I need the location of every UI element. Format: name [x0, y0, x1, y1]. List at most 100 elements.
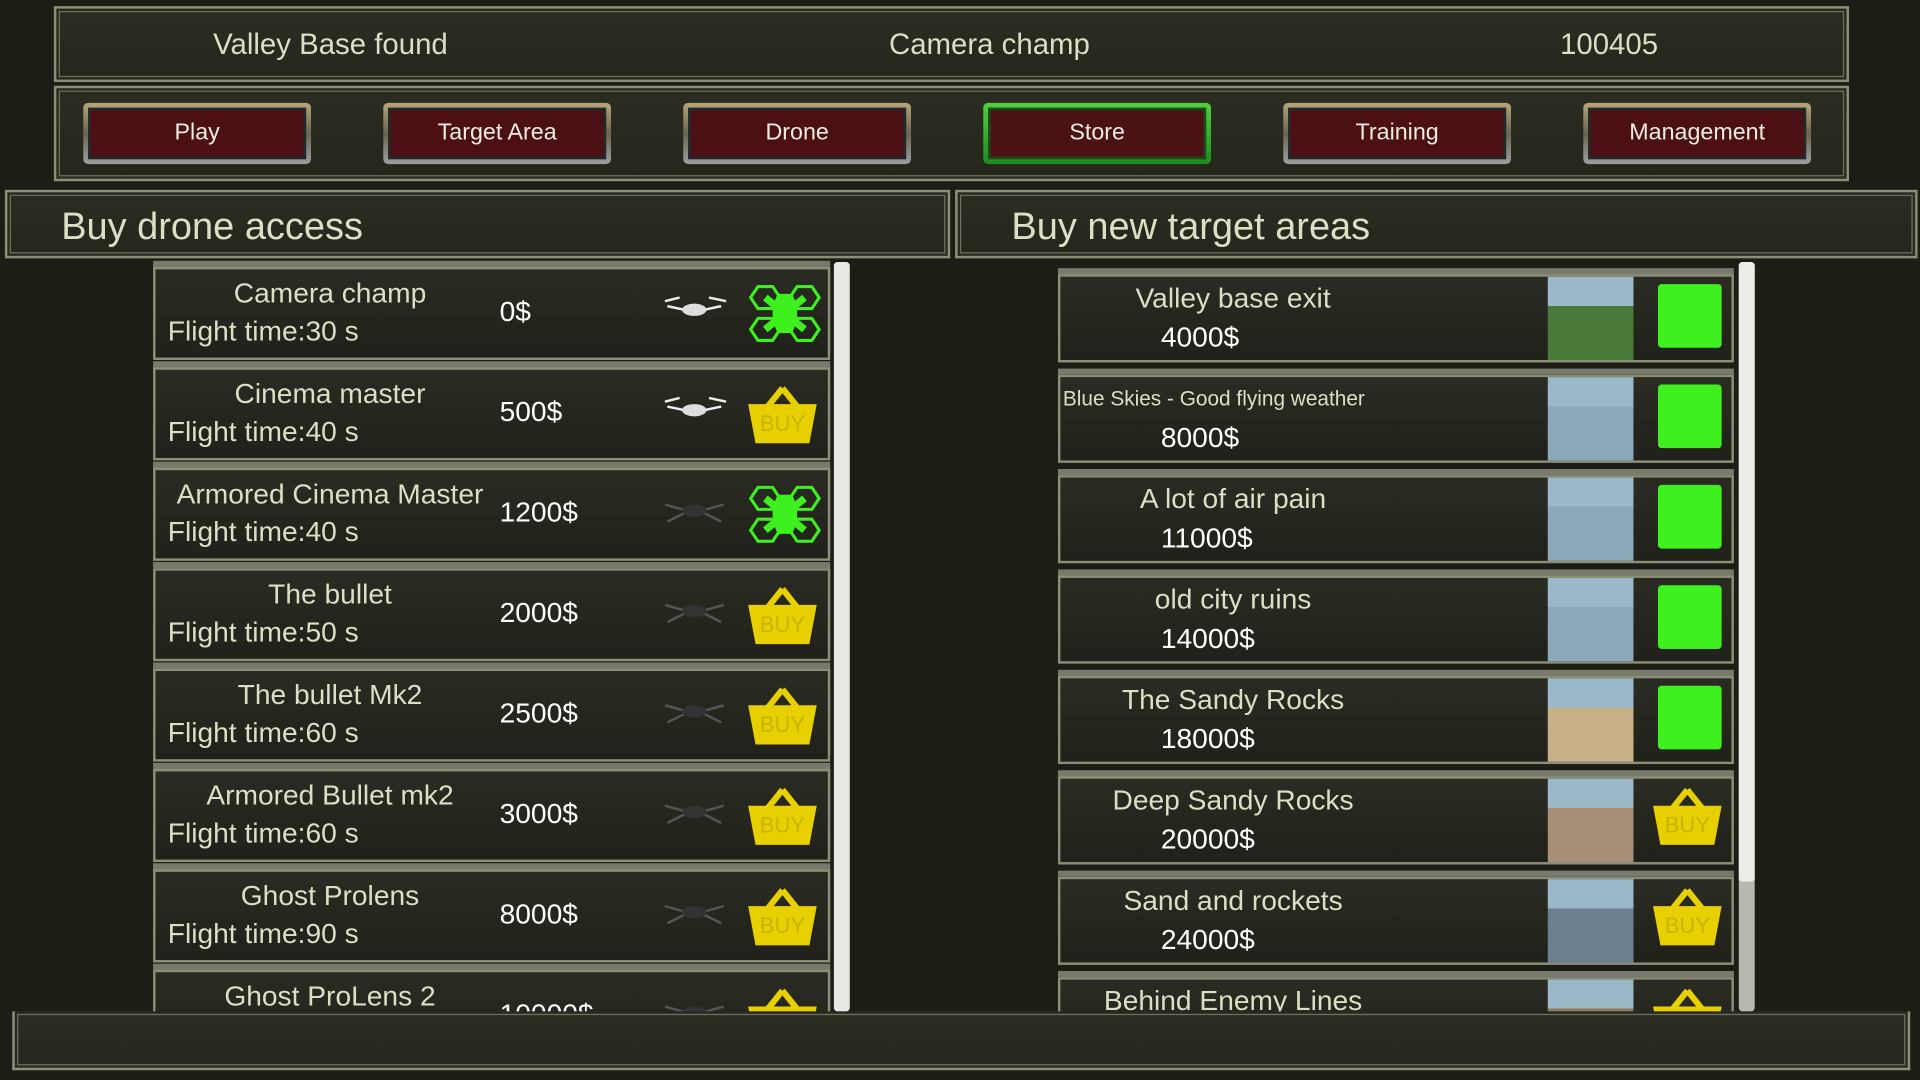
- area-row: Blue Skies - Good flying weather 8000$: [1057, 374, 1734, 463]
- area-thumbnail: [1547, 879, 1634, 963]
- area-name: old city ruins: [1154, 582, 1312, 615]
- drone-price: 10000$: [500, 998, 594, 1011]
- buy-label: BUY: [760, 813, 806, 838]
- area-price: 24000$: [1160, 923, 1255, 956]
- area-thumbnail: [1547, 377, 1634, 461]
- drone-name: Cinema master: [234, 377, 426, 409]
- drone-image: [658, 392, 731, 429]
- area-name: Valley base exit: [1135, 281, 1331, 314]
- buy-area-button[interactable]: BUY: [1651, 887, 1724, 948]
- buy-label: BUY: [760, 712, 806, 737]
- buy-label: BUY: [760, 411, 806, 436]
- area-row: Deep Sandy Rocks 20000$ BUY: [1057, 776, 1734, 865]
- nav-button-drone[interactable]: Drone: [683, 102, 912, 165]
- drone-name: Armored Bullet mk2: [206, 778, 454, 811]
- area-price: 11000$: [1160, 521, 1253, 554]
- drone-name: Camera champ: [233, 276, 427, 309]
- nav-button-management[interactable]: Management: [1583, 102, 1812, 165]
- nav-bar: Play Target Area Drone Store Training Managem…: [53, 85, 1849, 182]
- buy-drone-button[interactable]: BUY: [746, 887, 819, 948]
- drone-price: 2500$: [499, 696, 578, 729]
- drone-price: 0$: [499, 295, 531, 327]
- nav-button-play[interactable]: Play: [83, 102, 312, 165]
- owned-area-indicator[interactable]: [1657, 284, 1722, 348]
- scrollbar-thumb[interactable]: [1738, 262, 1755, 882]
- drone-name: The bullet Mk2: [237, 678, 423, 711]
- drone-row: Camera champ Flight time:30 s 0$: [153, 266, 831, 361]
- owned-area-indicator[interactable]: [1657, 484, 1722, 549]
- buy-label: BUY: [1665, 913, 1711, 938]
- buy-area-button[interactable]: BUY: [1651, 987, 1724, 1012]
- owned-area-indicator[interactable]: [1657, 685, 1722, 750]
- nav-button-store[interactable]: Store: [983, 102, 1212, 165]
- owned-area-indicator[interactable]: [1657, 384, 1722, 449]
- drone-price: 8000$: [499, 897, 578, 930]
- area-thumbnail: [1547, 778, 1634, 863]
- bottom-frame: [12, 1011, 1911, 1071]
- status-bar: Valley Base found Camera champ 100405: [53, 6, 1849, 83]
- drone-image: [658, 793, 731, 830]
- drone-image: [658, 593, 731, 630]
- status-text: Valley Base found: [213, 28, 448, 62]
- area-row: A lot of air pain 11000$: [1057, 475, 1734, 564]
- nav-button-label: Training: [1288, 107, 1507, 160]
- buy-drone-button[interactable]: BUY: [746, 384, 819, 445]
- buy-drone-button[interactable]: BUY: [746, 686, 819, 747]
- current-drone: Camera champ: [888, 28, 1090, 62]
- nav-button-target-area[interactable]: Target Area: [383, 102, 612, 165]
- area-price: 4000$: [1160, 320, 1240, 353]
- drone-row: Ghost Prolens Flight time:90 s 8000$ BUY: [153, 869, 831, 963]
- drone-image: [658, 894, 731, 931]
- drone-flight-time: Flight time:60 s: [167, 716, 359, 749]
- area-price: 18000$: [1160, 722, 1255, 755]
- area-name: Blue Skies - Good flying weather: [1062, 386, 1365, 411]
- buy-area-button[interactable]: BUY: [1651, 786, 1724, 847]
- area-row: Sand and rockets 24000$ BUY: [1057, 876, 1734, 965]
- drone-row: Ghost ProLens 2 10000$ BUY: [153, 969, 831, 1012]
- buy-label: BUY: [1665, 813, 1711, 838]
- area-name: A lot of air pain: [1139, 482, 1327, 515]
- area-thumbnail: [1547, 577, 1634, 662]
- drone-row: Cinema master Flight time:40 s 500$ BUY: [153, 367, 831, 461]
- drone-price: 2000$: [499, 596, 578, 629]
- drone-flight-time: Flight time:60 s: [167, 816, 359, 849]
- money-counter: 100405: [1560, 28, 1659, 62]
- drone-flight-time: Flight time:40 s: [167, 415, 359, 447]
- nav-button-label: Drone: [688, 107, 907, 160]
- nav-button-label: Management: [1588, 107, 1807, 160]
- drone-price: 500$: [499, 395, 563, 428]
- area-name: Behind Enemy Lines: [1103, 984, 1363, 1012]
- drone-row: The bullet Flight time:50 s 2000$ BUY: [153, 568, 831, 662]
- area-price: 14000$: [1160, 622, 1255, 654]
- owned-drone-icon[interactable]: [748, 282, 822, 352]
- area-name: Deep Sandy Rocks: [1112, 783, 1354, 816]
- drone-flight-time: Flight time:30 s: [167, 314, 359, 347]
- drone-image: [658, 291, 731, 328]
- buy-drone-button[interactable]: BUY: [746, 786, 819, 847]
- drone-row: The bullet Mk2 Flight time:60 s 2500$ BUY: [153, 668, 831, 762]
- nav-button-training[interactable]: Training: [1283, 102, 1512, 165]
- area-list: Valley base exit 4000$ Blue Skies - Good f…: [1053, 262, 1739, 1012]
- owned-area-indicator[interactable]: [1657, 585, 1722, 649]
- nav-button-label: Target Area: [388, 107, 607, 160]
- owned-drone-icon[interactable]: [748, 482, 822, 552]
- drones-panel-header: Buy drone access: [4, 189, 951, 259]
- drone-price: 3000$: [499, 797, 578, 829]
- area-price: 20000$: [1160, 822, 1255, 855]
- area-name: The Sandy Rocks: [1121, 683, 1345, 716]
- drones-panel-title: Buy drone access: [61, 204, 363, 248]
- area-price: 8000$: [1160, 421, 1240, 454]
- drone-list: Camera champ Flight time:30 s 0$ Cinema mas…: [147, 260, 833, 1012]
- buy-drone-button[interactable]: BUY: [746, 585, 819, 646]
- drone-name: The bullet: [268, 577, 392, 610]
- drone-price: 1200$: [499, 495, 578, 528]
- drone-list-scrollbar[interactable]: [833, 262, 850, 1012]
- drone-row: Armored Bullet mk2 Flight time:60 s 3000$ B…: [153, 768, 831, 863]
- areas-panel-header: Buy new target areas: [955, 189, 1918, 259]
- area-list-scrollbar[interactable]: [1738, 262, 1755, 1012]
- area-thumbnail: [1547, 678, 1634, 762]
- buy-drone-button[interactable]: BUY: [746, 987, 819, 1012]
- drone-image: [658, 994, 731, 1012]
- drone-row: Armored Cinema Master Flight time:40 s 120…: [153, 467, 831, 561]
